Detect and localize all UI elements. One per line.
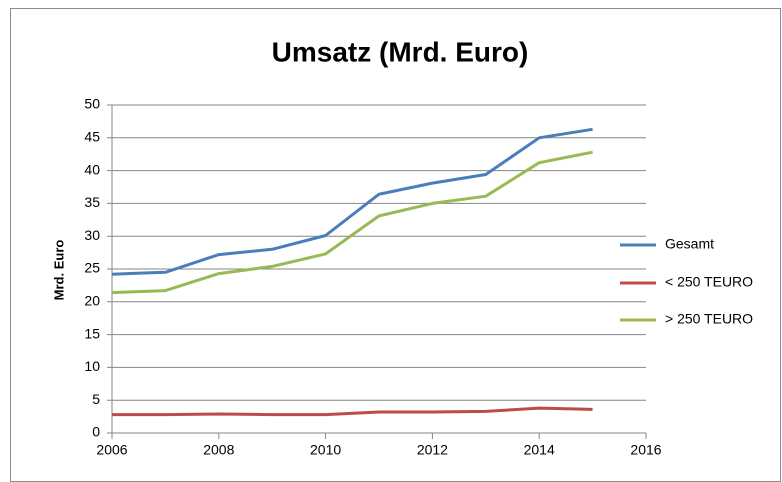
y-tick-label: 45: [84, 129, 100, 145]
y-tick-label: 15: [84, 325, 100, 341]
y-tick-label: 35: [84, 194, 100, 210]
series-line: [111, 127, 593, 276]
x-tick-label: 2010: [310, 442, 341, 458]
legend-label: > 250 TEURO: [665, 311, 753, 327]
x-tick-label: 2006: [96, 442, 127, 458]
series-line: [112, 406, 593, 417]
y-tick-label: 5: [92, 391, 100, 407]
x-tick-label: 2016: [630, 442, 661, 458]
series-line: [111, 150, 593, 295]
legend-label: Gesamt: [665, 236, 714, 252]
y-tick-label: 40: [84, 161, 100, 177]
legend-label: < 250 TEURO: [665, 274, 753, 290]
y-tick-label: 0: [92, 424, 100, 440]
y-axis-label: Mrd. Euro: [51, 240, 66, 301]
chart-title: Umsatz (Mrd. Euro): [272, 36, 529, 67]
x-tick-label: 2008: [203, 442, 234, 458]
y-tick-label: 25: [84, 260, 100, 276]
x-tick-label: 2012: [417, 442, 448, 458]
y-tick-label: 50: [84, 96, 100, 112]
y-tick-label: 30: [84, 227, 100, 243]
x-tick-label: 2014: [524, 442, 555, 458]
y-tick-label: 20: [84, 293, 100, 309]
y-tick-label: 10: [84, 358, 100, 374]
